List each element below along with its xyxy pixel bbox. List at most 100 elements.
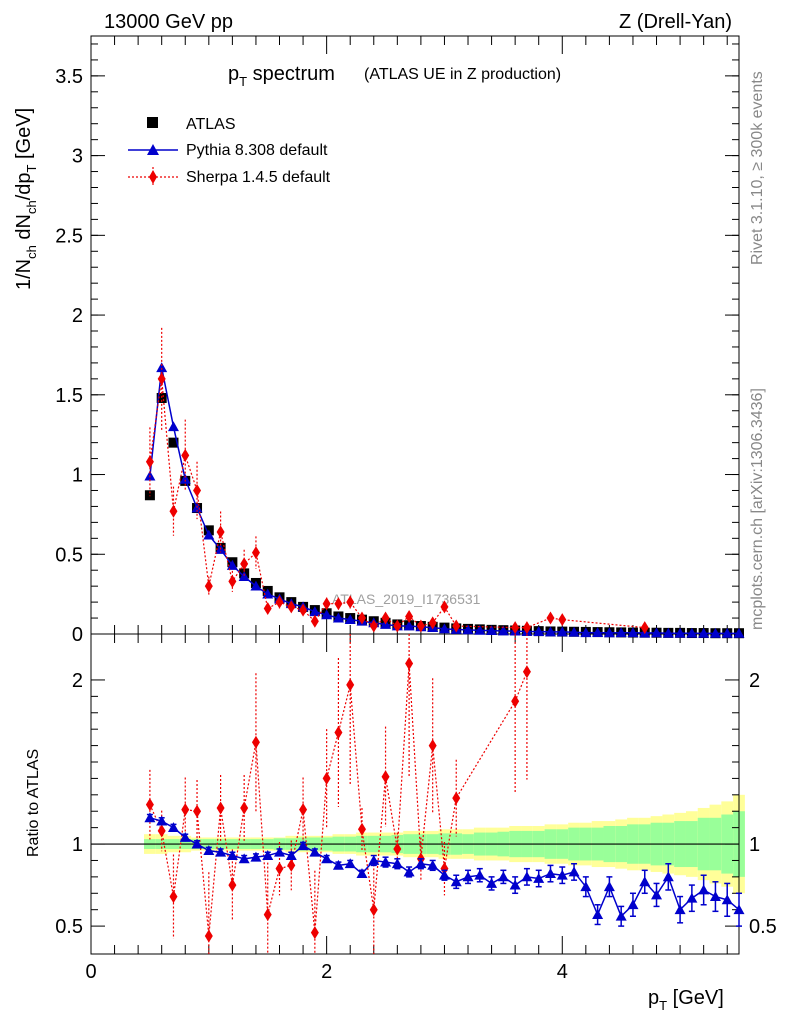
x-axis-label: pT [GeV] <box>648 987 724 1013</box>
pythia-ratio-point <box>615 910 627 921</box>
analysis-watermark: ATLAS_2019_I1736531 <box>332 591 481 607</box>
legend-pythia-marker <box>147 144 159 155</box>
sherpa-data-point <box>405 609 414 623</box>
pythia-ratio-point <box>639 876 651 887</box>
sherpa-data-point <box>251 546 260 560</box>
pythia-data-point <box>321 609 333 620</box>
pythia-data-point <box>709 627 721 638</box>
sherpa-data-point <box>157 372 166 386</box>
atlas-data-point <box>144 490 155 501</box>
pythia-ratio-point <box>167 822 179 833</box>
sherpa-data-point <box>263 601 272 615</box>
legend-sherpa-marker <box>149 170 157 184</box>
pythia-ratio-point <box>698 884 710 895</box>
sherpa-data-point <box>216 525 225 539</box>
pythia-ratio-point <box>262 850 274 860</box>
pythia-data-point <box>156 362 168 373</box>
main-y-tick-label: 1 <box>72 465 83 487</box>
pythia-ratio-point <box>533 873 545 883</box>
sherpa-data-point <box>393 619 402 633</box>
pythia-ratio-point <box>250 851 262 862</box>
sherpa-ratio-point <box>157 824 166 838</box>
pythia-data-point <box>332 612 344 623</box>
ratio-y-axis-label: Ratio to ATLAS <box>25 749 42 857</box>
sherpa-ratio-point <box>440 862 449 876</box>
sherpa-data-point <box>228 574 237 588</box>
sherpa-ratio-point <box>275 862 284 876</box>
pythia-ratio-point <box>368 854 380 865</box>
pythia-data-point <box>603 627 615 638</box>
rivet-label: Rivet 3.1.10, ≥ 300k events <box>749 71 766 265</box>
sherpa-ratio-point <box>511 694 520 708</box>
pythia-ratio-point <box>686 892 698 903</box>
pythia-data-point <box>627 627 639 638</box>
pythia-ratio-point <box>486 877 498 888</box>
atlas-data-point <box>168 437 179 448</box>
sherpa-data-point <box>275 595 284 609</box>
pythia-ratio-point <box>592 909 604 920</box>
sherpa-data-point <box>204 579 213 593</box>
sherpa-ratio-point <box>251 735 260 749</box>
sherpa-data-point <box>346 595 355 609</box>
pythia-ratio-point <box>203 845 215 856</box>
sherpa-ratio-point <box>405 657 414 671</box>
ratio-y-tick-label-right: 2 <box>749 670 760 692</box>
title-p: p <box>228 63 239 85</box>
pythia-ratio-point <box>427 859 439 870</box>
ratio-y-tick-label: 2 <box>72 670 83 692</box>
pythia-ratio-point <box>580 881 592 892</box>
pythia-data-point <box>167 421 179 432</box>
ratio-y-tick-label-right: 1 <box>749 834 760 856</box>
title-sub: T <box>239 74 247 89</box>
legend-pythia-label: Pythia 8.308 default <box>186 142 328 159</box>
pythia-ratio-point <box>509 879 521 890</box>
pythia-ratio-point <box>238 853 250 864</box>
source-label: mcplots.cern.ch [arXiv:1306.3436] <box>749 388 766 630</box>
main-y-tick-label: 3.5 <box>55 66 83 88</box>
sherpa-data-point <box>169 504 178 518</box>
pythia-data-point <box>226 559 238 570</box>
sherpa-data-point <box>640 621 649 635</box>
sherpa-ratio-point <box>346 678 355 692</box>
sherpa-ratio-point <box>310 926 319 940</box>
pythia-ratio-point <box>627 899 639 910</box>
pythia-data-point <box>674 627 686 638</box>
sherpa-ratio-point <box>204 929 213 943</box>
main-y-tick-label: 0 <box>72 624 83 646</box>
sherpa-data-point <box>322 597 331 611</box>
main-data <box>144 327 745 639</box>
pythia-data-point <box>698 627 710 638</box>
pythia-ratio-point <box>344 858 356 869</box>
x-tick-label: 4 <box>557 961 568 983</box>
sherpa-ratio-point <box>393 842 402 856</box>
sherpa-ratio-point <box>169 890 178 904</box>
pythia-ratio-point <box>391 858 403 869</box>
ratio-y-tick-label-right: 0.5 <box>749 916 777 938</box>
sherpa-data-point <box>416 619 425 633</box>
pythia-data-point <box>309 606 321 617</box>
pythia-ratio-point <box>321 853 333 864</box>
pythia-ratio-point <box>674 904 686 915</box>
pythia-data-point <box>615 627 627 638</box>
pythia-data-point <box>568 626 580 637</box>
pythia-ratio-point <box>332 859 344 870</box>
pythia-data-point <box>733 627 745 638</box>
sherpa-data-point <box>428 616 437 630</box>
sherpa-data-point <box>511 621 520 635</box>
pythia-ratio-point <box>709 891 721 901</box>
pythia-data-point <box>203 529 215 540</box>
svg-text:pT spectrum: pT spectrum <box>228 63 335 89</box>
main-y-axis-label: 1/Nch dNch/dpT [GeV] <box>13 108 39 290</box>
pythia-ratio-point <box>297 840 309 851</box>
pythia-ratio-point <box>556 869 568 880</box>
pythia-ratio-point <box>521 871 533 882</box>
sherpa-ratio-point <box>357 822 366 836</box>
pythia-ratio-point <box>497 871 509 882</box>
pythia-data-point <box>497 625 509 636</box>
sherpa-data-point <box>357 611 366 625</box>
pythia-ratio-point <box>191 838 203 849</box>
pythia-data-point <box>250 580 262 591</box>
ratio-plot-frame <box>90 633 740 955</box>
sherpa-data-point <box>452 619 461 633</box>
